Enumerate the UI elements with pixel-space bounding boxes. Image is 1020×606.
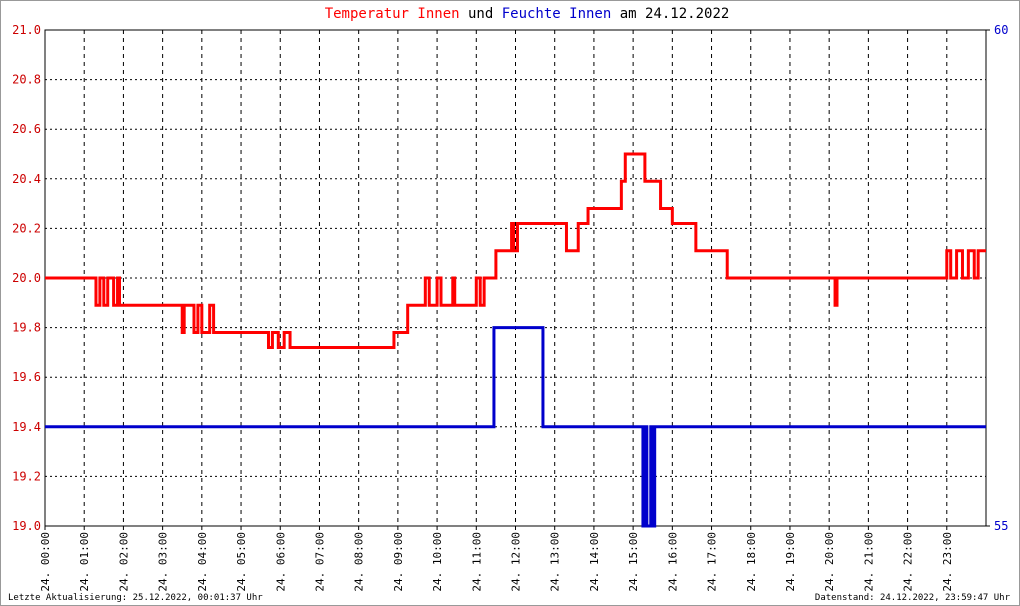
x-tick-label: 24. 21:00 <box>862 532 875 592</box>
x-tick-label: 24. 07:00 <box>313 532 326 592</box>
x-tick-label: 24. 12:00 <box>510 532 523 592</box>
x-tick-label: 24. 18:00 <box>745 532 758 592</box>
x-tick-label: 24. 13:00 <box>549 532 562 592</box>
x-tick-label: 24. 01:00 <box>78 532 91 592</box>
line-series <box>45 326 986 528</box>
title-part: und <box>468 6 493 22</box>
y-tick-label: 19.2 <box>12 469 41 483</box>
title-part: am 24.12.2022 <box>620 6 730 22</box>
y2-tick-label: 55 <box>994 519 1008 533</box>
x-tick-label: 24. 10:00 <box>431 532 444 592</box>
y-tick-label: 20.0 <box>12 271 41 285</box>
x-tick-label: 24. 11:00 <box>470 532 483 592</box>
y-tick-label: 20.2 <box>12 221 41 235</box>
y-tick-label: 19.0 <box>12 519 41 533</box>
y2-tick-label: 60 <box>994 23 1008 37</box>
chart-title: Temperatur Innen und Feuchte Innen am 24… <box>325 6 730 22</box>
x-tick-label: 24. 09:00 <box>392 532 405 592</box>
x-tick-label: 24. 14:00 <box>588 532 601 592</box>
x-tick-label: 24. 03:00 <box>157 532 170 592</box>
x-tick-label: 24. 00:00 <box>39 532 52 592</box>
x-tick-label: 24. 23:00 <box>941 532 954 592</box>
title-part: Feuchte Innen <box>502 6 612 22</box>
x-tick-label: 24. 22:00 <box>902 532 915 592</box>
x-tick-label: 24. 17:00 <box>706 532 719 592</box>
y-tick-label: 20.8 <box>12 73 41 87</box>
x-tick-label: 24. 06:00 <box>274 532 287 592</box>
y-tick-label: 20.4 <box>12 172 41 186</box>
x-tick-label: 24. 19:00 <box>784 532 797 592</box>
y-tick-label: 19.8 <box>12 321 41 335</box>
y-tick-label: 20.6 <box>12 122 41 136</box>
y-tick-label: 19.6 <box>12 370 41 384</box>
line-series <box>45 152 986 349</box>
y-tick-label: 19.4 <box>12 420 41 434</box>
x-tick-label: 24. 15:00 <box>627 532 640 592</box>
x-tick-label: 24. 05:00 <box>235 532 248 592</box>
footer-right: Datenstand: 24.12.2022, 23:59:47 Uhr <box>815 593 1011 603</box>
x-tick-label: 24. 20:00 <box>823 532 836 592</box>
x-tick-label: 24. 08:00 <box>353 532 366 592</box>
x-tick-label: 24. 04:00 <box>196 532 209 592</box>
footer-left: Letzte Aktualisierung: 25.12.2022, 00:01… <box>8 593 263 603</box>
title-part: Temperatur Innen <box>325 6 460 22</box>
y-tick-label: 21.0 <box>12 23 41 37</box>
x-tick-label: 24. 02:00 <box>117 532 130 592</box>
x-tick-label: 24. 16:00 <box>666 532 679 592</box>
